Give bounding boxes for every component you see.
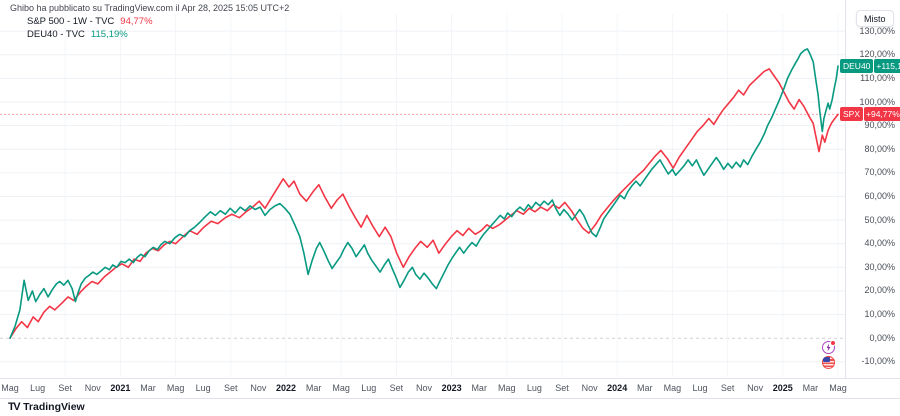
time-tick-mag: Mag (663, 383, 682, 393)
legend-value-sp500: 94,77% (120, 16, 153, 27)
scale-mode-button[interactable]: Misto (856, 10, 894, 27)
legend-row-sp500[interactable]: S&P 500 - 1W - TVC 94,77% (27, 15, 153, 28)
price-tick: 50,00% (864, 214, 895, 225)
time-tick-nov: Nov (581, 383, 598, 393)
legend-title-deu40: DEU40 - TVC (27, 29, 85, 40)
time-tick-mag: Mag (829, 383, 847, 393)
tradingview-logo-text[interactable]: TradingView (23, 401, 85, 413)
time-tick-2021: 2021 (110, 383, 131, 393)
price-tick: 0,00% (869, 332, 895, 343)
time-tick-mag: Mag (1, 383, 19, 393)
legend-title-sp500: S&P 500 - 1W - TVC (27, 16, 115, 27)
time-tick-2022: 2022 (275, 383, 297, 393)
time-tick-nov: Nov (250, 383, 267, 393)
legend: S&P 500 - 1W - TVC 94,77% DEU40 - TVC 115,… (27, 15, 153, 41)
time-tick-lug: Lug (30, 383, 46, 393)
time-tick-2025: 2025 (772, 383, 793, 393)
time-tick-mar: Mar (637, 383, 653, 393)
price-tick: 110,00% (860, 72, 895, 83)
price-tick: 80,00% (864, 143, 895, 154)
price-tick: 30,00% (864, 261, 895, 272)
price-scale[interactable]: 130,00% 120,00% 110,00% 100,00% 90,00% 80,00%… (845, 0, 900, 398)
attribution-text: Ghibo ha pubblicato su TradingView.com i… (10, 3, 290, 13)
time-scale[interactable]: Mag Lug Set Nov 2021 Mar Mag Lug Set Nov 2022 Mar Ma… (0, 378, 900, 399)
price-tick: 90,00% (864, 120, 895, 131)
time-tick-set: Set (58, 383, 72, 393)
tradingview-logo-icon[interactable]: TV (8, 401, 21, 413)
price-tick: 40,00% (864, 238, 895, 249)
time-tick-lug: Lug (526, 383, 542, 393)
legend-row-deu40[interactable]: DEU40 - TVC 115,19% (27, 28, 153, 41)
time-tick-mar: Mar (802, 383, 819, 393)
price-tick: 20,00% (864, 285, 895, 296)
time-tick-set: Set (389, 383, 404, 393)
time-tick-mar: Mar (140, 383, 156, 393)
time-tick-set: Set (224, 383, 238, 393)
time-tick-2023: 2023 (441, 383, 462, 393)
legend-value-deu40: 115,19% (90, 29, 128, 40)
tvc-logo-icon (822, 340, 836, 354)
time-tick-lug: Lug (195, 383, 211, 393)
price-tick: 130,00% (859, 25, 895, 36)
time-tick-mar: Mar (471, 383, 487, 393)
time-tick-mag: Mag (166, 383, 185, 393)
sp500-flag-icon (822, 356, 835, 369)
time-tick-nov: Nov (747, 383, 764, 393)
time-tick-set: Set (720, 383, 735, 393)
notification-dot-icon (830, 340, 836, 346)
price-tick: 70,00% (864, 167, 895, 178)
time-tick-lug: Lug (692, 383, 708, 393)
time-tick-2024: 2024 (607, 383, 628, 393)
price-tick: -10,00% (861, 356, 895, 367)
time-tick-set: Set (555, 383, 569, 393)
time-tick-mag: Mag (332, 383, 350, 393)
price-tick: 100,00% (859, 96, 895, 107)
time-tick-mar: Mar (305, 383, 322, 393)
footer: TV TradingView (8, 400, 85, 414)
price-tick: 10,00% (864, 309, 895, 320)
time-tick-nov: Nov (415, 383, 433, 393)
time-tick-mag: Mag (498, 383, 516, 393)
time-tick-lug: Lug (361, 383, 377, 393)
price-tick: 60,00% (864, 190, 895, 201)
flag-canton (823, 357, 830, 362)
time-tick-nov: Nov (84, 383, 101, 393)
price-tick: 120,00% (859, 49, 895, 60)
